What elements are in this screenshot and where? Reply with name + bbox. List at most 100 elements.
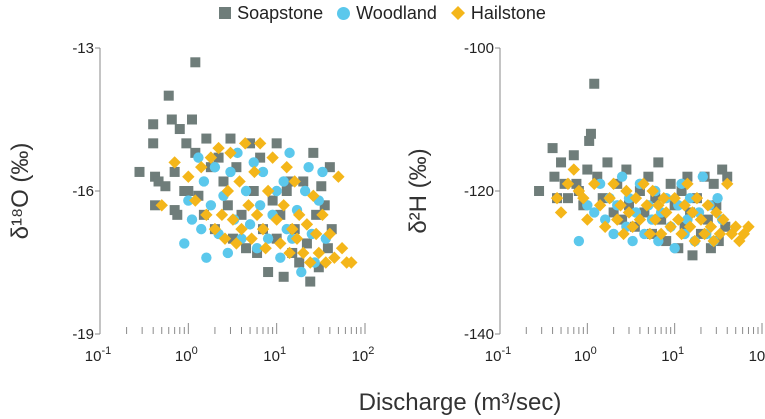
point-woodland (627, 235, 638, 247)
point-soapstone (218, 176, 229, 187)
point-soapstone (278, 271, 289, 282)
point-hailstone (593, 199, 607, 212)
point-woodland (573, 235, 585, 247)
point-woodland (608, 228, 619, 240)
point-hailstone (319, 256, 333, 269)
panel-delta-2h: -100 -120 -140 10-1 100 101 102 δ²H (‰) (405, 40, 765, 365)
point-soapstone (639, 207, 650, 218)
point-hailstone (200, 208, 213, 222)
point-hailstone (694, 213, 708, 226)
legend-square-marker (219, 7, 232, 19)
point-woodland (257, 166, 269, 178)
point-soapstone (148, 138, 159, 149)
y-tick-label: -100 (464, 40, 494, 57)
point-hailstone (657, 191, 670, 205)
point-soapstone (597, 193, 608, 204)
point-hailstone (293, 208, 306, 222)
x-tick-label: 100 (175, 345, 198, 365)
point-hailstone (215, 208, 229, 222)
point-soapstone (294, 257, 305, 268)
point-woodland (669, 243, 680, 254)
point-soapstone (643, 171, 654, 182)
point-hailstone (233, 175, 246, 188)
point-hailstone (629, 191, 643, 205)
point-hailstone (280, 160, 293, 174)
x-tick-label: 101 (661, 345, 684, 365)
point-soapstone (624, 200, 635, 211)
point-hailstone (713, 227, 727, 241)
point-hailstone (678, 199, 691, 212)
point-hailstone (242, 199, 255, 212)
point-soapstone (308, 147, 319, 158)
point-hailstone (675, 227, 688, 241)
point-soapstone (298, 176, 309, 187)
point-hailstone (598, 220, 612, 233)
point-hailstone (189, 194, 202, 207)
point-woodland (201, 252, 212, 263)
point-soapstone (311, 209, 322, 220)
point-hailstone (259, 242, 272, 255)
point-soapstone (231, 162, 242, 173)
point-hailstone (297, 246, 310, 260)
point-hailstone (704, 220, 718, 233)
point-soapstone (705, 243, 716, 254)
point-soapstone (582, 164, 593, 175)
point-hailstone (607, 177, 620, 191)
point-hailstone (168, 156, 181, 169)
point-hailstone (729, 220, 742, 233)
point-soapstone (172, 209, 183, 220)
point-hailstone (683, 220, 697, 233)
point-soapstone (549, 171, 560, 182)
point-hailstone (649, 213, 662, 226)
point-hailstone (688, 234, 701, 248)
point-hailstone (717, 213, 730, 226)
point-hailstone (266, 151, 279, 164)
point-hailstone (218, 232, 232, 245)
legend-label-soapstone: Soapstone (237, 2, 324, 23)
point-woodland (248, 157, 259, 168)
point-soapstone (584, 135, 595, 146)
point-hailstone (323, 227, 337, 241)
point-soapstone (190, 57, 201, 68)
point-soapstone (181, 138, 192, 149)
series-hailstone (550, 163, 755, 248)
point-hailstone (588, 177, 601, 191)
point-soapstone (236, 209, 247, 220)
point-soapstone (547, 143, 558, 154)
point-soapstone (153, 176, 164, 187)
point-soapstone (534, 186, 545, 196)
legend-label-hailstone: Hailstone (470, 2, 546, 23)
point-hailstone (238, 137, 252, 150)
point-soapstone (186, 114, 197, 125)
point-woodland (196, 223, 207, 235)
point-hailstone (672, 213, 685, 226)
point-woodland (284, 147, 295, 159)
point-hailstone (622, 206, 636, 219)
point-soapstone (326, 224, 337, 235)
point-soapstone (169, 166, 180, 177)
point-woodland (205, 200, 217, 211)
x-tick-label: 101 (263, 345, 286, 365)
legend-label-woodland: Woodland (356, 2, 437, 23)
point-hailstone (221, 184, 235, 198)
point-soapstone (267, 195, 278, 206)
legend-diamond-marker (450, 6, 465, 20)
point-soapstone (653, 157, 664, 168)
y-axis-title: δ¹⁸O (‰) (7, 143, 34, 240)
point-hailstone (550, 191, 564, 205)
point-woodland (179, 238, 190, 249)
x-tick-label: 102 (749, 345, 765, 365)
point-hailstone (654, 227, 668, 241)
point-hailstone (620, 184, 633, 198)
legend-item-woodland: Woodland (337, 3, 437, 24)
point-soapstone (225, 133, 236, 144)
point-hailstone (561, 177, 575, 191)
point-hailstone (195, 160, 208, 174)
x-tick-label: 100 (574, 345, 597, 365)
point-hailstone (208, 222, 222, 236)
point-woodland (299, 185, 311, 197)
panel-delta-18o: -13 -16 -19 10-1 100 101 102 δ¹⁸O (‰) (7, 40, 374, 365)
point-soapstone (661, 236, 672, 247)
x-tick-label: 10-1 (485, 345, 511, 365)
point-soapstone (324, 162, 335, 173)
